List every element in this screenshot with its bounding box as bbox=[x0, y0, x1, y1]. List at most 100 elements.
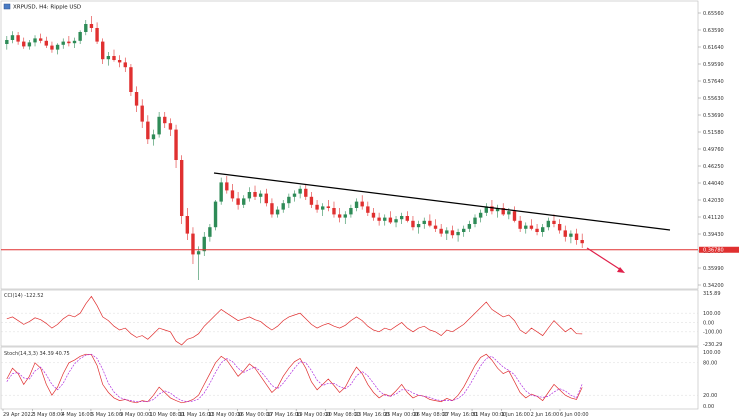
candle-body bbox=[16, 35, 20, 42]
time-axis-label: 11 May 16:00 bbox=[179, 412, 213, 418]
candle-body bbox=[552, 220, 556, 224]
candle-body bbox=[439, 228, 443, 234]
window-title-bar: XRPUSD, H4: Ripple USD bbox=[3, 3, 81, 11]
time-axis-label: 27 May 16:00 bbox=[443, 412, 477, 418]
time-axis-label: 17 May 16:00 bbox=[267, 412, 301, 418]
price-axis-label: 0.63590 bbox=[703, 28, 724, 34]
candle-body bbox=[343, 214, 347, 218]
candle-body bbox=[84, 24, 88, 32]
time-axis-label: 4 May 16:00 bbox=[62, 412, 93, 418]
candle-body bbox=[106, 56, 111, 60]
stoch-label: Stoch(14,3,3) 34.39 40.75 bbox=[4, 351, 70, 357]
stoch-level-label: 100.00 bbox=[703, 350, 721, 356]
candle-body bbox=[33, 38, 37, 43]
candle-body bbox=[366, 206, 370, 213]
candle-body bbox=[467, 224, 472, 229]
candle-body bbox=[10, 35, 15, 40]
candle-body bbox=[394, 219, 398, 223]
candle-body bbox=[321, 206, 325, 210]
candle-body bbox=[146, 121, 150, 140]
candle-body bbox=[55, 44, 60, 50]
price-axis-label: 0.57640 bbox=[703, 79, 724, 85]
candle-body bbox=[129, 67, 133, 92]
stoch-signal-line bbox=[6, 353, 583, 403]
price-axis-label: 0.65560 bbox=[703, 11, 724, 17]
candle-body bbox=[383, 217, 387, 221]
candle-body bbox=[281, 203, 285, 210]
candle-body bbox=[529, 225, 534, 229]
candle-body bbox=[78, 32, 82, 41]
candle-body bbox=[292, 193, 297, 197]
candle-body bbox=[337, 214, 342, 218]
main-pane-frame bbox=[0, 0, 699, 290]
candle-body bbox=[388, 217, 393, 223]
time-axis-label: 2 Jun 16:00 bbox=[531, 412, 560, 418]
cci-line bbox=[6, 295, 583, 346]
candle-body bbox=[574, 233, 579, 240]
candle-body bbox=[428, 220, 432, 226]
candle-body bbox=[360, 201, 364, 207]
candle-body bbox=[371, 212, 376, 218]
candle-body bbox=[495, 208, 500, 212]
candle-body bbox=[507, 211, 511, 215]
candle-body bbox=[445, 230, 449, 234]
candle-body bbox=[168, 123, 173, 130]
candle-body bbox=[399, 216, 404, 220]
candle-body bbox=[524, 225, 528, 229]
candle-body bbox=[112, 56, 116, 60]
price-axis-label: 0.55630 bbox=[703, 96, 724, 102]
arrow-head-icon bbox=[617, 267, 625, 273]
candle-body bbox=[411, 220, 415, 228]
candle-body bbox=[219, 182, 223, 202]
candle-body bbox=[315, 204, 319, 210]
candle-body bbox=[535, 228, 539, 232]
candlestick-series bbox=[5, 16, 584, 280]
candle-body bbox=[117, 60, 122, 63]
candle-body bbox=[541, 227, 545, 232]
candle-body bbox=[208, 227, 212, 237]
candle-body bbox=[67, 41, 71, 44]
candle-body bbox=[512, 211, 517, 221]
candle-body bbox=[134, 92, 139, 106]
time-axis-label: 31 May 00:00 bbox=[472, 412, 506, 418]
candle-body bbox=[202, 236, 206, 252]
time-axis-label: 13 May 00:00 bbox=[208, 412, 242, 418]
candle-body bbox=[478, 212, 483, 218]
candle-body bbox=[484, 206, 488, 213]
candle-body bbox=[191, 233, 195, 255]
candle-body bbox=[95, 28, 99, 42]
candle-body bbox=[72, 40, 77, 44]
time-axis-label: 16 May 00:00 bbox=[238, 412, 272, 418]
chart-window-icon bbox=[3, 3, 11, 10]
candle-body bbox=[151, 134, 156, 140]
time-axis-label: 25 May 00:00 bbox=[384, 412, 418, 418]
candle-body bbox=[287, 196, 291, 204]
current-price-label: 0.36780 bbox=[703, 248, 724, 254]
candle-body bbox=[185, 216, 190, 234]
trendline[interactable] bbox=[213, 172, 671, 231]
candle-body bbox=[27, 42, 32, 47]
candle-body bbox=[157, 116, 161, 135]
candle-body bbox=[416, 224, 421, 228]
candle-body bbox=[433, 225, 438, 229]
time-axis-label: 6 Jun 00:00 bbox=[560, 412, 589, 418]
candle-body bbox=[332, 208, 336, 215]
candle-body bbox=[163, 116, 167, 124]
price-axis-label: 0.61640 bbox=[703, 45, 724, 51]
candle-body bbox=[298, 188, 302, 194]
cci-pane-frame bbox=[0, 289, 699, 347]
candle-body bbox=[44, 40, 48, 46]
candle-body bbox=[580, 240, 584, 244]
candle-body bbox=[123, 62, 127, 68]
cci-level-label: 100.00 bbox=[703, 311, 721, 317]
time-axis-label: 29 Apr 2022 bbox=[3, 412, 34, 418]
price-axis-label: 0.44040 bbox=[703, 181, 724, 187]
candle-body bbox=[546, 220, 551, 228]
price-axis-label: 0.39430 bbox=[703, 232, 724, 238]
candle-body bbox=[264, 193, 268, 204]
candle-body bbox=[377, 217, 381, 221]
candle-body bbox=[270, 203, 274, 215]
candle-body bbox=[242, 198, 246, 205]
